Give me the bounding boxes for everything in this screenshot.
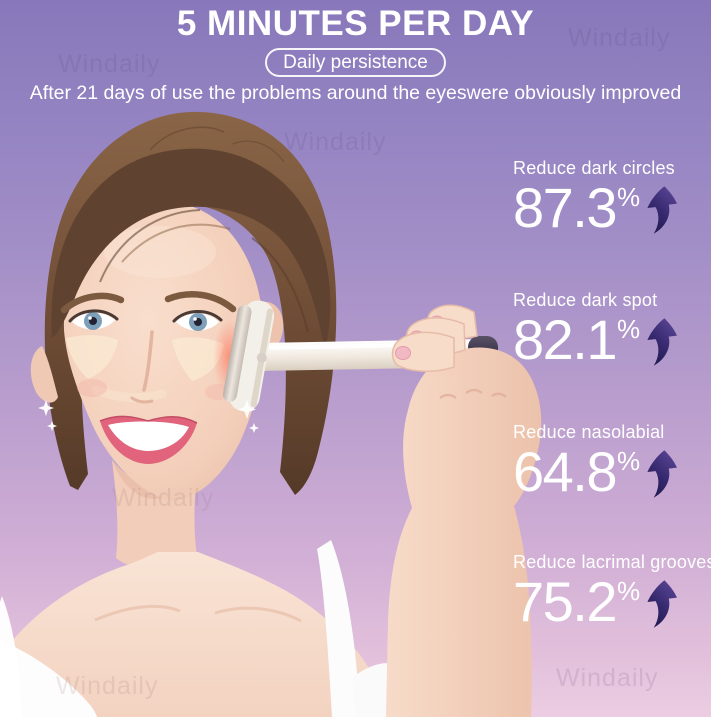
increase-arrow-icon xyxy=(647,318,678,366)
device-head xyxy=(222,300,275,412)
badge-label: Daily persistence xyxy=(283,52,428,73)
model-left-ear xyxy=(30,346,58,403)
page-title: 5 MINUTES PER DAY xyxy=(176,4,535,43)
subtitle: After 21 days of use the problems around… xyxy=(29,82,682,104)
increase-arrow-icon xyxy=(647,450,678,498)
percent-sign: % xyxy=(617,182,641,212)
stat-value: 82.1 xyxy=(513,308,618,371)
increase-arrow-icon xyxy=(647,186,678,234)
model-mouth xyxy=(99,415,198,464)
stat-label: Reduce lacrimal grooves xyxy=(513,552,711,572)
increase-arrow-icon xyxy=(647,580,678,628)
stat-label: Reduce dark spot xyxy=(513,290,658,310)
stat-value: 75.2 xyxy=(513,570,618,633)
daily-persistence-badge: Daily persistence xyxy=(265,48,446,77)
stat-lacrimal-grooves: Reduce lacrimal grooves 75.2 % xyxy=(513,552,711,630)
model-nose xyxy=(130,330,154,404)
model-hairline xyxy=(51,148,331,350)
under-eye-cream xyxy=(66,334,224,381)
stat-nasolabial: Reduce nasolabial 64.8 % xyxy=(513,422,678,503)
model-fingers xyxy=(391,304,478,372)
model-eyebrows xyxy=(60,291,237,314)
model-eyes xyxy=(68,309,223,331)
model-arm xyxy=(386,347,542,717)
stat-dark-spot: Reduce dark spot 82.1 % xyxy=(513,290,678,371)
stat-label: Reduce dark circles xyxy=(513,158,675,178)
percent-sign: % xyxy=(617,576,641,606)
knuckle-lines xyxy=(439,388,507,400)
stat-value: 87.3 xyxy=(513,176,618,239)
stat-dark-circles: Reduce dark circles 87.3 % xyxy=(513,158,678,239)
model-chest xyxy=(0,552,390,717)
device-sparkle-icon xyxy=(238,400,259,433)
stat-label: Reduce nasolabial xyxy=(513,422,665,442)
earring-sparkle-icon xyxy=(38,400,57,431)
percent-sign: % xyxy=(617,314,641,344)
stat-value: 64.8 xyxy=(513,440,618,503)
percent-sign: % xyxy=(617,446,641,476)
